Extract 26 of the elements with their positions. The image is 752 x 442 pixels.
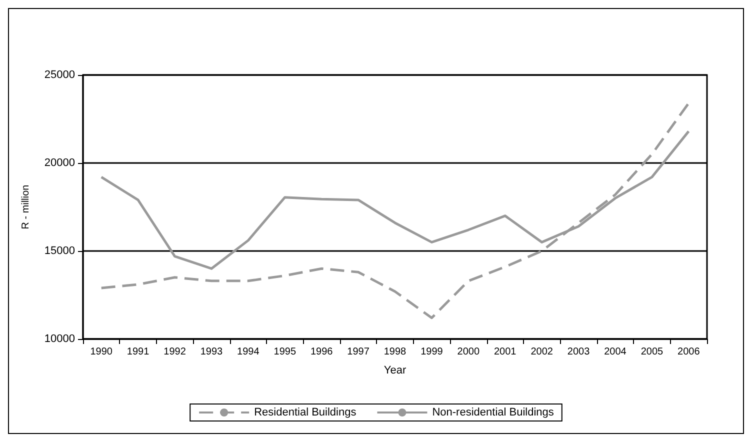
y-tick-label: 25000 xyxy=(44,69,75,81)
line-series xyxy=(100,102,690,320)
x-tick-label: 2006 xyxy=(678,346,700,358)
x-tick-label: 2001 xyxy=(494,346,517,358)
x-tick-label: 2004 xyxy=(604,346,627,358)
x-tick-label: 1993 xyxy=(200,346,224,358)
x-tick-label: 1999 xyxy=(420,346,444,358)
x-tick-label: 2005 xyxy=(640,346,664,358)
x-tick-label: 1990 xyxy=(90,346,113,358)
x-tick-label: 2002 xyxy=(530,346,554,358)
x-tick-label: 2003 xyxy=(567,346,590,358)
y-tick-label: 10000 xyxy=(44,333,75,345)
x-tick-label: 1995 xyxy=(274,346,296,358)
x-axis-title: Year xyxy=(384,364,406,376)
x-tick-label: 1997 xyxy=(347,346,370,358)
y-tick-label: 15000 xyxy=(44,245,75,257)
y-axis-title: R - million xyxy=(20,184,32,230)
x-tick-label: 1998 xyxy=(384,346,407,358)
x-tick-label: 1992 xyxy=(164,346,186,358)
x-tick-label: 1996 xyxy=(310,346,334,358)
x-tick-label: 1994 xyxy=(237,346,260,358)
x-tick-label: 2000 xyxy=(457,346,480,358)
legend-label: Residential Buildings xyxy=(254,406,357,418)
x-tick-label: 1991 xyxy=(126,346,150,358)
legend-label: Non-residential Buildings xyxy=(432,406,554,418)
y-tick-label: 20000 xyxy=(44,157,75,169)
